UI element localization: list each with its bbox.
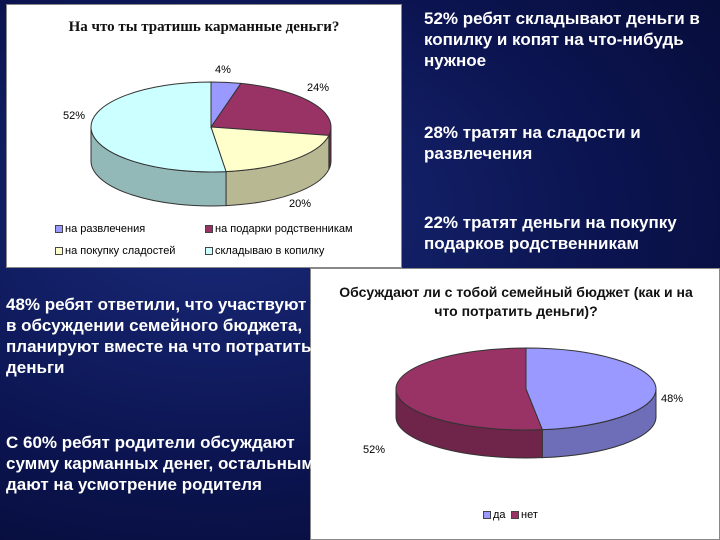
legend-label: на развлечения — [65, 223, 146, 235]
legend-swatch — [55, 247, 63, 256]
spending-chart-title: На что ты тратишь карманные деньги? — [68, 19, 340, 35]
legend-swatch — [205, 225, 213, 234]
slice-no-label: 52% — [363, 444, 385, 456]
text-pocket-money: С 60% ребят родители обсуждают сумму кар… — [6, 433, 314, 494]
slice-piggybank-label: 52% — [63, 110, 85, 122]
slice-entertainment-label: 4% — [215, 64, 231, 76]
legend-label: да — [493, 509, 506, 521]
legend-item-no: нет — [511, 509, 538, 521]
legend-swatch — [511, 511, 519, 520]
legend-label: складываю в копилку — [215, 245, 325, 257]
spending-pie-chart: 24% 20% 52% 4% — [63, 64, 332, 210]
slice-sweets — [210, 126, 330, 173]
legend-item-gifts: на подарки родственникам — [205, 223, 353, 235]
slice-no — [395, 347, 544, 431]
budget-chart-title: Обсуждают ли с тобой семейный бюджет (ка… — [339, 284, 693, 319]
text-gifts: 22% тратят деньги на покупку подарков ро… — [424, 213, 677, 253]
slice-yes-label: 48% — [661, 393, 683, 405]
legend-item-piggybank: складываю в копилку — [205, 245, 324, 257]
legend-label: на подарки родственникам — [215, 223, 353, 235]
text-piggybank: 52% ребят складывают деньги в копилку и … — [424, 9, 700, 70]
slice-sweets-label: 20% — [289, 198, 311, 210]
legend-swatch — [55, 225, 63, 234]
legend-label: нет — [521, 509, 538, 521]
legend-item-sweets: на покупку сладостей — [55, 245, 175, 257]
slice-entertainment — [210, 81, 242, 129]
slice-gifts-label: 24% — [307, 82, 329, 94]
slice-gifts — [210, 82, 332, 136]
budget-pie-chart: 48% 52% — [363, 347, 683, 459]
budget-chart-panel: Обсуждают ли с тобой семейный бюджет (ка… — [310, 268, 720, 540]
legend-label: на покупку сладостей — [65, 245, 176, 257]
legend-swatch — [205, 247, 213, 256]
slice-yes — [525, 347, 657, 431]
legend-item-entertainment: на развлечения — [55, 223, 145, 235]
spending-chart-panel: На что ты тратишь карманные деньги? 24% 2… — [6, 4, 402, 268]
text-sweets: 28% тратят на сладости и развлечения — [424, 123, 641, 163]
slice-piggybank — [90, 81, 227, 173]
legend-item-yes: да — [483, 509, 506, 521]
legend-swatch — [483, 511, 491, 520]
text-budget-discussion: 48% ребят ответили, что участвуют в обсу… — [6, 295, 312, 377]
